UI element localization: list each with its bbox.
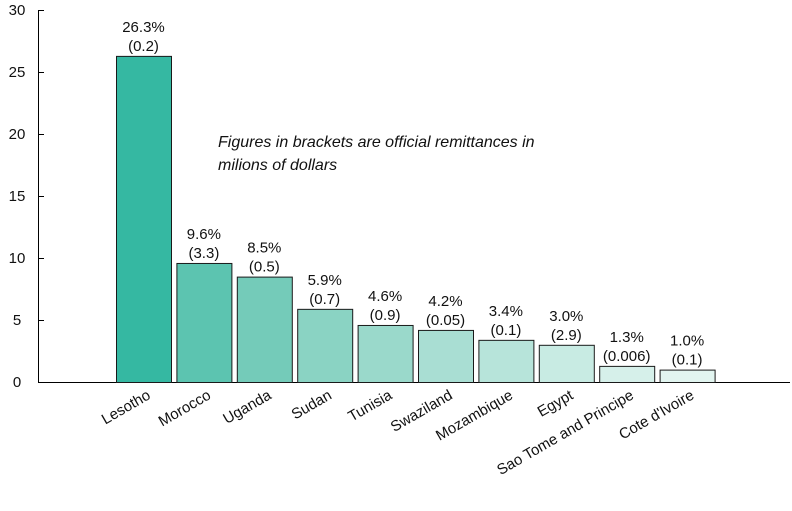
annotation-line-2: milions of dollars <box>218 157 337 174</box>
bar-cote-d-ivoire <box>659 369 716 384</box>
y-tick-label: 5 <box>13 312 21 329</box>
category-label: Tunisia <box>345 386 395 425</box>
bracket-label: (2.9) <box>551 327 582 344</box>
data-labels: 26.3% (0.2) 9.6% (3.3) 8.5% (0.5) 5.9% (0.7) 4.6… <box>122 19 704 369</box>
y-tick-label: 10 <box>9 250 26 267</box>
bar-tunisia <box>357 324 414 383</box>
value-label: 3.4% <box>489 303 523 320</box>
y-axis: 0 5 10 15 20 25 30 <box>9 2 44 391</box>
bracket-label: (0.7) <box>309 291 340 308</box>
y-tick-label: 15 <box>9 188 26 205</box>
category-label: Sudan <box>289 387 335 423</box>
value-label: 4.6% <box>368 288 402 305</box>
value-label: 8.5% <box>247 240 281 257</box>
bar-lesotho <box>116 55 172 383</box>
value-label: 26.3% <box>122 19 165 36</box>
bracket-label: (0.006) <box>603 348 651 365</box>
bar-morocco <box>176 262 233 383</box>
bracket-label: (0.2) <box>128 38 159 55</box>
bar-uganda <box>236 276 293 384</box>
category-labels: Lesotho Morocco Uganda Sudan TunisiaSwazilan… <box>99 386 697 479</box>
y-tick-label: 25 <box>9 64 26 81</box>
category-label: Lesotho <box>99 387 154 428</box>
bracket-label: (0.1) <box>490 322 521 339</box>
bar-swaziland <box>418 329 474 384</box>
value-label: 1.0% <box>670 333 704 350</box>
y-tick-label: 30 <box>9 2 26 19</box>
value-label: 3.0% <box>549 308 583 325</box>
bar-sao-tome-and-principe <box>599 365 656 384</box>
bracket-label: (0.9) <box>370 307 401 324</box>
bracket-label: (0.1) <box>672 352 703 369</box>
y-tick-label: 20 <box>9 126 26 143</box>
bar-mozambique <box>478 339 535 383</box>
bracket-label: (3.3) <box>188 245 219 262</box>
annotation-line-1: Figures in brackets are official remitta… <box>218 134 535 151</box>
value-label: 1.3% <box>610 329 644 346</box>
category-label: Egypt <box>535 386 577 420</box>
value-label: 5.9% <box>308 272 342 289</box>
bars <box>116 55 716 384</box>
annotation: Figures in brackets are official remitta… <box>218 134 535 174</box>
category-label: Morocco <box>156 387 214 430</box>
value-label: 9.6% <box>187 226 221 243</box>
value-label: 4.2% <box>428 293 462 310</box>
y-tick-label: 0 <box>13 374 21 391</box>
category-label: Uganda <box>220 386 275 427</box>
bracket-label: (0.05) <box>426 312 465 329</box>
y-tick-labels: 0 5 10 15 20 25 30 <box>9 2 44 391</box>
bracket-label: (0.5) <box>249 259 280 276</box>
bar-sudan <box>297 308 354 383</box>
bar-egypt <box>538 344 595 383</box>
